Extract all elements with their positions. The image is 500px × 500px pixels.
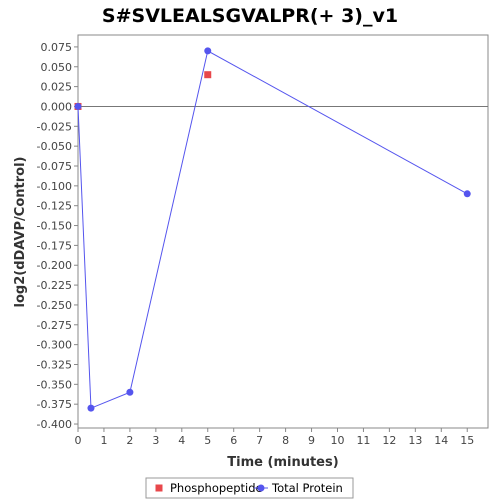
data-point-phosphopeptide bbox=[204, 71, 212, 79]
x-axis-label: Time (minutes) bbox=[227, 455, 338, 470]
y-tick-label: -0.250 bbox=[37, 299, 72, 312]
y-tick-label: -0.125 bbox=[37, 200, 72, 213]
x-tick-label: 5 bbox=[204, 434, 211, 447]
y-tick-label: -0.050 bbox=[37, 140, 72, 153]
y-tick-label: -0.325 bbox=[37, 358, 72, 371]
x-tick-label: 15 bbox=[460, 434, 474, 447]
y-tick-label: -0.225 bbox=[37, 279, 72, 292]
plot-background bbox=[77, 34, 489, 429]
x-tick-label: 8 bbox=[282, 434, 289, 447]
x-tick-label: 2 bbox=[126, 434, 133, 447]
legend-label: Total Protein bbox=[271, 481, 343, 495]
data-point-total-protein bbox=[463, 190, 471, 198]
legend-marker-total-protein bbox=[257, 484, 265, 492]
legend-label: Phosphopeptide bbox=[170, 481, 263, 495]
y-tick-label: -0.400 bbox=[37, 418, 72, 431]
y-axis: 0.075 0.050 0.025 0.000 -0.025 -0.050 -0.075 -0… bbox=[37, 41, 78, 431]
x-tick-label: 12 bbox=[382, 434, 396, 447]
y-tick-label: -0.300 bbox=[37, 339, 72, 352]
legend-marker-phosphopeptide bbox=[155, 484, 163, 492]
x-tick-label: 4 bbox=[178, 434, 185, 447]
y-tick-label: 0.075 bbox=[41, 41, 73, 54]
data-point-total-protein bbox=[87, 404, 95, 412]
y-tick-label: 0.025 bbox=[41, 81, 73, 94]
data-point-total-protein bbox=[204, 47, 212, 55]
x-tick-label: 10 bbox=[330, 434, 344, 447]
y-tick-label: 0.050 bbox=[41, 61, 73, 74]
y-tick-label: -0.200 bbox=[37, 259, 72, 272]
y-tick-label: -0.100 bbox=[37, 180, 72, 193]
y-tick-label: -0.350 bbox=[37, 378, 72, 391]
y-tick-label: -0.375 bbox=[37, 398, 72, 411]
y-tick-label: -0.025 bbox=[37, 120, 72, 133]
y-tick-label: 0.000 bbox=[41, 100, 73, 113]
x-axis: 0 1 2 3 4 5 6 7 8 9 10 11 12 13 14 15 bbox=[75, 428, 474, 447]
y-tick-label: -0.075 bbox=[37, 160, 72, 173]
x-tick-label: 11 bbox=[356, 434, 370, 447]
data-point-total-protein bbox=[126, 388, 134, 396]
y-tick-label: -0.175 bbox=[37, 239, 72, 252]
y-tick-label: -0.275 bbox=[37, 319, 72, 332]
data-point-total-protein bbox=[74, 102, 82, 110]
y-axis-label: log2(dDAVP/Control) bbox=[13, 157, 28, 308]
x-tick-label: 3 bbox=[152, 434, 159, 447]
y-tick-label: -0.150 bbox=[37, 220, 72, 233]
x-tick-label: 0 bbox=[75, 434, 82, 447]
x-tick-label: 9 bbox=[308, 434, 315, 447]
legend-box bbox=[145, 477, 354, 499]
x-tick-label: 13 bbox=[408, 434, 422, 447]
x-tick-label: 14 bbox=[434, 434, 448, 447]
plot-area bbox=[77, 34, 489, 429]
series-layer bbox=[74, 47, 471, 412]
x-tick-label: 6 bbox=[230, 434, 237, 447]
chart-title: S#SVLEALSGVALPR(+ 3)_v1 bbox=[102, 5, 398, 27]
x-tick-label: 7 bbox=[256, 434, 263, 447]
x-tick-label: 1 bbox=[100, 434, 107, 447]
legend: Phosphopeptide Total Protein bbox=[145, 477, 354, 499]
